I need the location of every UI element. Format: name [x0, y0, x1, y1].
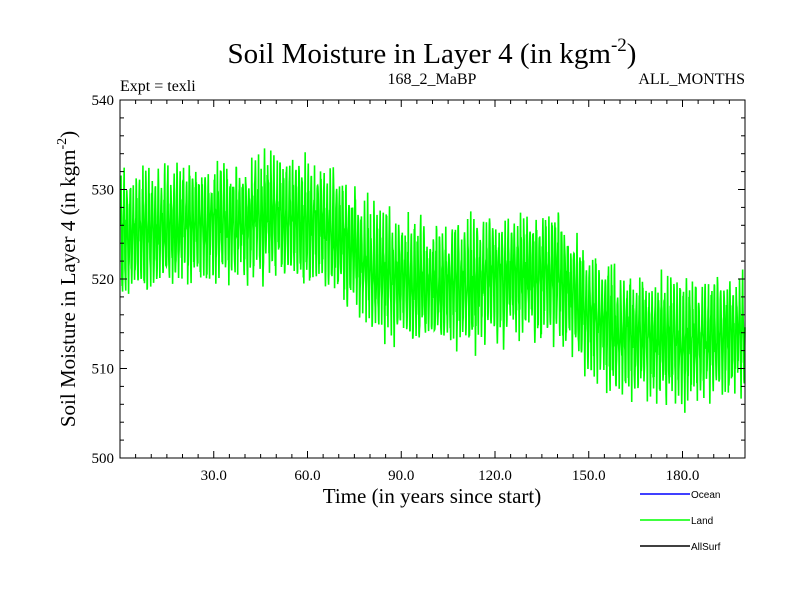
x-tick-label: 150.0 — [572, 468, 606, 484]
y-tick-label: 540 — [92, 93, 115, 109]
x-tick-label: 30.0 — [201, 468, 227, 484]
y-axis-label: Soil Moisture in Layer 4 (in kgm-2) — [55, 131, 80, 427]
y-axis: 500 510 520 530 540 — [92, 93, 745, 467]
x-tick-label: 60.0 — [294, 468, 320, 484]
subtitle-right: ALL_MONTHS — [638, 71, 745, 88]
subtitle-left: Expt = texli — [120, 78, 196, 95]
x-axis: 30.0 60.0 90.0 120.0 150.0 180.0 — [135, 100, 730, 484]
legend-label-allsurf: AllSurf — [691, 542, 721, 553]
legend-label-land: Land — [691, 516, 713, 527]
y-tick-label: 520 — [92, 272, 115, 288]
x-tick-label: 90.0 — [388, 468, 414, 484]
subtitle-center: 168_2_MaBP — [388, 71, 477, 88]
x-tick-label: 180.0 — [666, 468, 700, 484]
y-tick-label: 500 — [92, 451, 115, 467]
plot-series — [119, 148, 746, 413]
series-line-land — [119, 148, 746, 413]
chart-title: Soil Moisture in Layer 4 (in kgm-2) — [228, 35, 637, 70]
legend-label-ocean: Ocean — [691, 490, 720, 501]
legend: Ocean Land AllSurf — [640, 490, 721, 553]
y-tick-label: 510 — [92, 362, 115, 378]
x-axis-label: Time (in years since start) — [323, 484, 542, 508]
x-tick-label: 120.0 — [478, 468, 512, 484]
y-tick-label: 530 — [92, 183, 115, 199]
